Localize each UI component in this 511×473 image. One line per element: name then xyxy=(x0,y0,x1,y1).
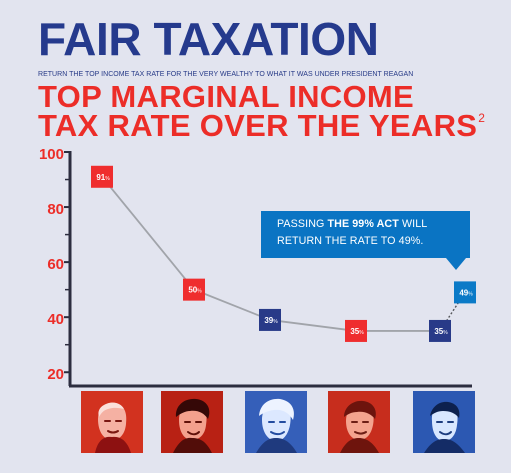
subheadline: RETURN THE TOP INCOME TAX RATE FOR THE V… xyxy=(38,71,414,78)
portrait-icon xyxy=(245,391,307,453)
callout-text-before: PASSING xyxy=(277,218,328,230)
data-point-marker xyxy=(454,281,476,304)
data-value-label: 35% xyxy=(350,327,364,336)
series-line-segment xyxy=(269,319,357,332)
callout-text-after: WILL RETURN THE RATE TO 49%. xyxy=(277,218,427,247)
act-callout: PASSING THE 99% ACT WILL RETURN THE RATE… xyxy=(261,211,470,270)
portrait-photo-5 xyxy=(413,391,475,453)
data-point-marker xyxy=(91,165,113,188)
series-line-segment xyxy=(193,288,271,321)
footnote-marker: 2 xyxy=(478,111,486,125)
y-tick-label: 60 xyxy=(47,256,64,273)
portrait-icon xyxy=(161,391,223,453)
chart-title-line-2: TAX RATE OVER THE YEARS xyxy=(38,108,478,143)
y-tick-label: 100 xyxy=(39,146,64,163)
series-line-segment xyxy=(101,176,195,291)
data-point-marker xyxy=(183,278,205,301)
y-tick-label: 80 xyxy=(47,201,64,218)
chart-title-line-1: TOP MARGINAL INCOME xyxy=(38,79,415,114)
data-point-marker xyxy=(429,319,451,342)
data-value-label: 49% xyxy=(459,288,473,297)
data-point-marker xyxy=(345,319,367,342)
chart-title: TOP MARGINAL INCOME TAX RATE OVER THE YE… xyxy=(38,79,486,143)
portrait-photo-1 xyxy=(81,391,143,453)
data-point-marker xyxy=(259,308,281,331)
data-value-label: 91% xyxy=(96,173,110,182)
data-value-label: 39% xyxy=(264,316,278,325)
portrait-icon xyxy=(328,391,390,453)
portrait-icon xyxy=(413,391,475,453)
y-tick-label: 20 xyxy=(47,366,64,383)
portrait-photo-2 xyxy=(161,391,223,453)
headline: FAIR TAXATION xyxy=(38,13,379,65)
y-tick-label: 40 xyxy=(47,311,64,328)
data-value-label: 50% xyxy=(188,286,202,295)
data-value-label: 35% xyxy=(434,327,448,336)
callout-emphasis: THE 99% ACT xyxy=(327,218,399,230)
portrait-photo-4 xyxy=(328,391,390,453)
portrait-icon xyxy=(81,391,143,453)
portrait-photo-3 xyxy=(245,391,307,453)
